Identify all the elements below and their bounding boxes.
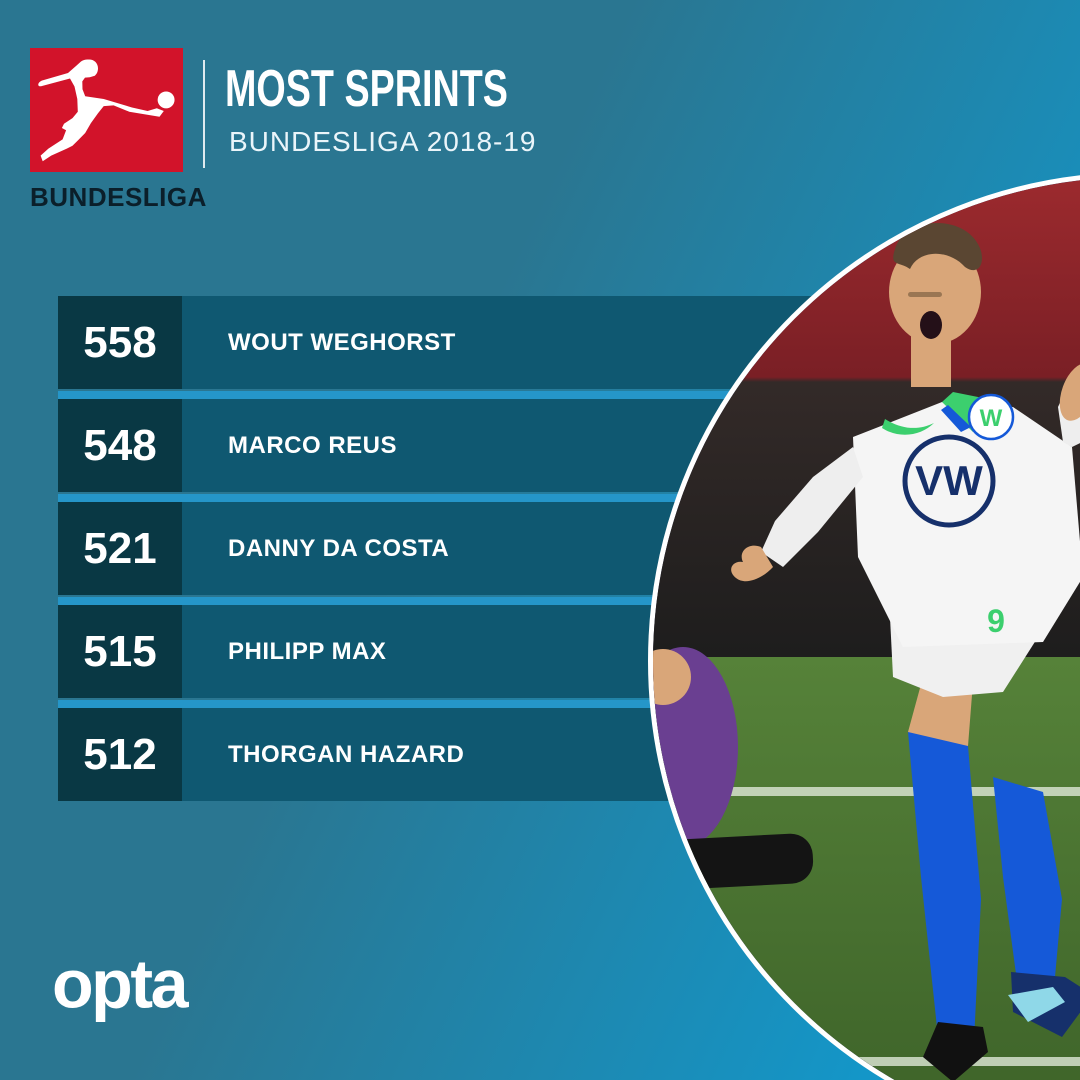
svg-text:opta: opta — [52, 947, 190, 1023]
svg-text:W: W — [980, 405, 1003, 432]
svg-text:9: 9 — [987, 603, 1005, 639]
svg-text:VW: VW — [915, 457, 983, 504]
